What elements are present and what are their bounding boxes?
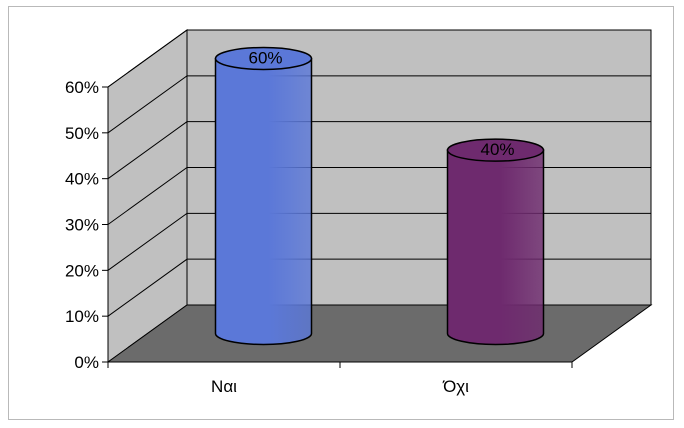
y-tick-label: 0% — [74, 353, 99, 372]
y-tick-label: 30% — [65, 216, 99, 235]
y-tick-label: 50% — [65, 124, 99, 143]
x-axis: Ναι Όχι — [107, 361, 573, 396]
y-tick-label: 10% — [65, 307, 99, 326]
category-label: Όχι — [442, 377, 469, 396]
y-tick-label: 20% — [65, 261, 99, 280]
chart-walls — [106, 29, 653, 363]
y-tick-label: 60% — [65, 78, 99, 97]
gridline — [107, 121, 651, 180]
bar-1 — [446, 138, 545, 346]
bar-body — [446, 149, 545, 346]
bar-body — [214, 57, 313, 346]
category-label: Ναι — [211, 377, 237, 396]
gridline — [107, 29, 651, 88]
bar-top — [446, 138, 545, 162]
bars: 60% 40% — [214, 46, 545, 346]
data-label: 40% — [480, 140, 514, 159]
floor — [106, 304, 653, 363]
gridline — [107, 75, 651, 134]
bar-0 — [214, 46, 313, 346]
bar-top — [214, 46, 313, 71]
data-label: 60% — [248, 49, 282, 68]
y-tick-label: 40% — [65, 170, 99, 189]
y-axis: 0% 10% 20% 30% 40% 50% 60% — [65, 78, 109, 372]
